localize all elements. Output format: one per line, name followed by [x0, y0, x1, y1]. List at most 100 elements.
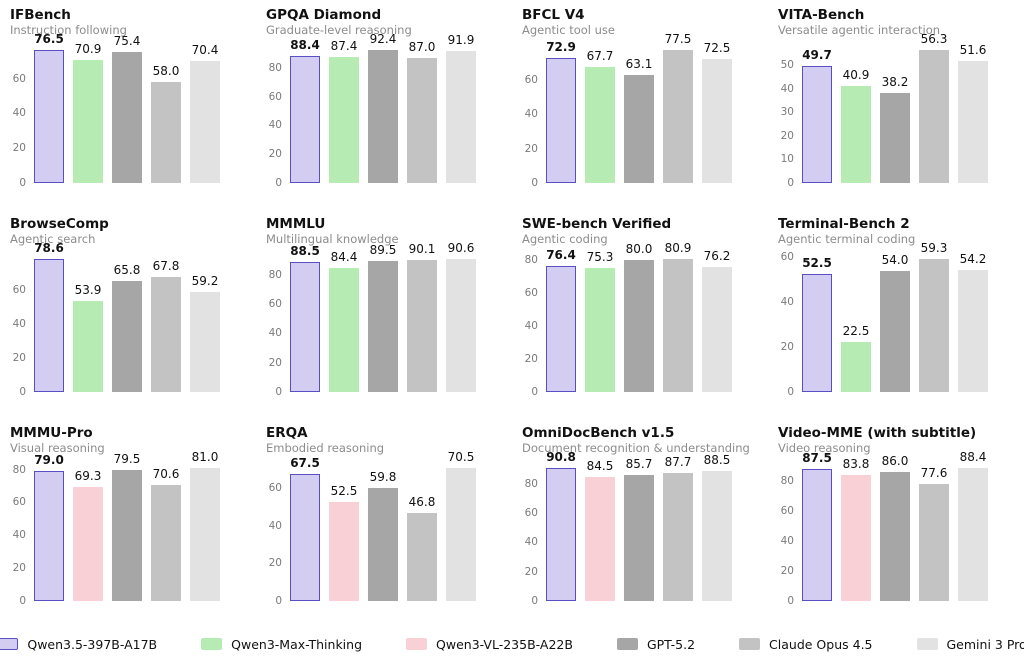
bar-value-label: 54.2: [959, 252, 987, 267]
bar-qwen3-5-397b-a17b: [802, 469, 832, 601]
bar-value-label: 91.9: [447, 32, 475, 47]
y-axis-tick-label: 40: [268, 327, 282, 340]
bar-value-label: 46.8: [408, 494, 436, 509]
bar-value-label: 72.5: [703, 40, 731, 55]
bar-value-label: 59.8: [369, 470, 397, 485]
legend-model-label: GPT-5.2: [646, 636, 696, 652]
bar-value-label: 40.9: [842, 68, 870, 83]
bar-value-label: 76.5: [34, 32, 64, 46]
benchmark-panel-gpqa-diamond: GPQA Diamond Graduate-level reasoning 0 2…: [256, 0, 512, 209]
y-axis-tick-label: 60: [524, 507, 538, 520]
bar-gpt-5-2: [112, 470, 142, 601]
panel-title: MMMLU: [266, 216, 326, 232]
bar-value-label: 69.3: [74, 469, 102, 484]
bar-claude-opus-4-5: [919, 259, 949, 392]
y-axis-tick-label: 0: [19, 595, 26, 607]
bar-plot-area: 0 20 40 60 80 88.5 84.4 89.5 90.1 90.6: [269, 241, 476, 398]
bar-qwen3-5-397b-a17b: [802, 274, 832, 392]
bar-value-label: 53.9: [74, 282, 102, 297]
bar-qwen3-max-thinking: [585, 268, 615, 392]
y-axis-tick-label: 40: [780, 534, 794, 547]
bar-claude-opus-4-5: [663, 472, 693, 601]
bar-value-label: 76.2: [703, 248, 731, 263]
bar-claude-opus-4-5: [407, 259, 437, 392]
bar-gpt-5-2: [880, 471, 910, 601]
bar-qwen3-5-397b-a17b: [802, 65, 832, 183]
y-axis-tick-label: 0: [275, 386, 282, 398]
panel-subtitle: Agentic terminal coding: [778, 232, 916, 246]
bar-value-label: 76.4: [546, 248, 576, 263]
bar-plot-area: 0 20 40 60 80 87.5 83.8 86.0 77.6 88.4: [781, 450, 988, 607]
y-axis-tick-label: 40: [268, 119, 282, 132]
bar-value-label: 86.0: [881, 453, 909, 468]
bar-value-label: 54.0: [881, 252, 909, 267]
bar-value-label: 75.3: [586, 250, 614, 265]
y-axis-tick-label: 80: [268, 268, 282, 281]
bar-value-label: 51.6: [959, 43, 987, 58]
panel-subtitle: Embodied reasoning: [266, 441, 385, 455]
bar-value-label: 75.4: [113, 33, 141, 48]
bar-plot-area: 0 10 20 30 40 50 49.7 40.9 38.2 56.3 51.6: [781, 32, 988, 189]
y-axis-tick-label: 40: [12, 318, 26, 331]
y-axis-tick-label: 20: [12, 352, 26, 365]
legend-item-qwen3-max-thinking: Qwen3-Max-Thinking: [201, 637, 362, 652]
y-axis-tick-label: 60: [524, 74, 538, 87]
panel-title: IFBench: [10, 7, 71, 23]
bar-gemini-3-pro: [190, 60, 220, 183]
panel-subtitle: Video reasoning: [778, 441, 871, 455]
bar-value-label: 63.1: [625, 56, 653, 71]
benchmark-panel-omnidocbench-v1-5: OmniDocBench v1.5 Document recognition &…: [512, 418, 768, 627]
bar-qwen3-vl-235b-a22b: [329, 501, 359, 601]
bar-plot-area: 0 20 40 60 76.5 70.9 75.4 58.0 70.4: [13, 32, 220, 189]
y-axis-tick-label: 0: [275, 595, 282, 607]
bar-gpt-5-2: [368, 488, 398, 601]
panel-title: VITA-Bench: [778, 7, 865, 23]
legend-item-gpt-5-2: GPT-5.2: [616, 636, 696, 652]
y-axis-tick-label: 80: [524, 477, 538, 490]
y-axis-tick-label: 20: [12, 142, 26, 155]
bar-value-label: 22.5: [842, 323, 870, 338]
panel-subtitle: Instruction following: [10, 23, 127, 37]
bar-value-label: 52.5: [802, 256, 832, 271]
bar-qwen3-max-thinking: [329, 57, 359, 183]
bar-value-label: 88.5: [703, 453, 731, 468]
bar-plot-area: 0 20 40 60 52.5 22.5 54.0 59.3 54.2: [781, 241, 988, 398]
legend-color-swatch-icon: [201, 638, 223, 650]
y-axis-tick-label: 80: [268, 61, 282, 74]
y-axis-tick-label: 0: [531, 386, 538, 398]
bar-claude-opus-4-5: [151, 82, 181, 183]
panel-subtitle: Document recognition & understanding: [522, 441, 750, 455]
y-axis-tick-label: 0: [787, 177, 794, 189]
benchmark-charts-grid: IFBench Instruction following 0 20 40 60 76.…: [10, 0, 988, 627]
bar-value-label: 70.9: [74, 41, 102, 56]
bar-gpt-5-2: [112, 280, 142, 392]
legend-color-swatch-icon: [739, 638, 761, 650]
bar-claude-opus-4-5: [919, 50, 949, 183]
panel-title: SWE-bench Verified: [522, 216, 672, 232]
bar-claude-opus-4-5: [407, 512, 437, 601]
bar-value-label: 67.7: [586, 48, 614, 63]
bar-gemini-3-pro: [702, 266, 732, 392]
y-axis-tick-label: 0: [787, 595, 794, 607]
bar-gpt-5-2: [624, 260, 654, 392]
panel-title: ERQA: [266, 425, 308, 441]
bar-value-label: 87.4: [330, 39, 358, 54]
bar-value-label: 77.5: [664, 32, 692, 46]
bar-gemini-3-pro: [190, 291, 220, 392]
bar-value-label: 72.9: [546, 39, 576, 54]
y-axis-tick-label: 60: [268, 297, 282, 310]
bar-value-label: 49.7: [802, 47, 832, 62]
panel-subtitle: Graduate-level reasoning: [266, 23, 412, 37]
bar-value-label: 52.5: [330, 483, 358, 498]
y-axis-tick-label: 60: [12, 284, 26, 297]
bar-gpt-5-2: [112, 51, 142, 183]
bar-value-label: 89.5: [369, 242, 397, 257]
bar-gemini-3-pro: [958, 61, 988, 183]
bar-qwen3-5-397b-a17b: [290, 55, 320, 183]
bar-value-label: 80.0: [625, 242, 653, 257]
bar-value-label: 56.3: [920, 32, 948, 46]
panel-title: Terminal-Bench 2: [778, 216, 910, 232]
y-axis-tick-label: 0: [787, 386, 794, 398]
bar-qwen3-5-397b-a17b: [34, 50, 64, 183]
bar-claude-opus-4-5: [151, 277, 181, 392]
